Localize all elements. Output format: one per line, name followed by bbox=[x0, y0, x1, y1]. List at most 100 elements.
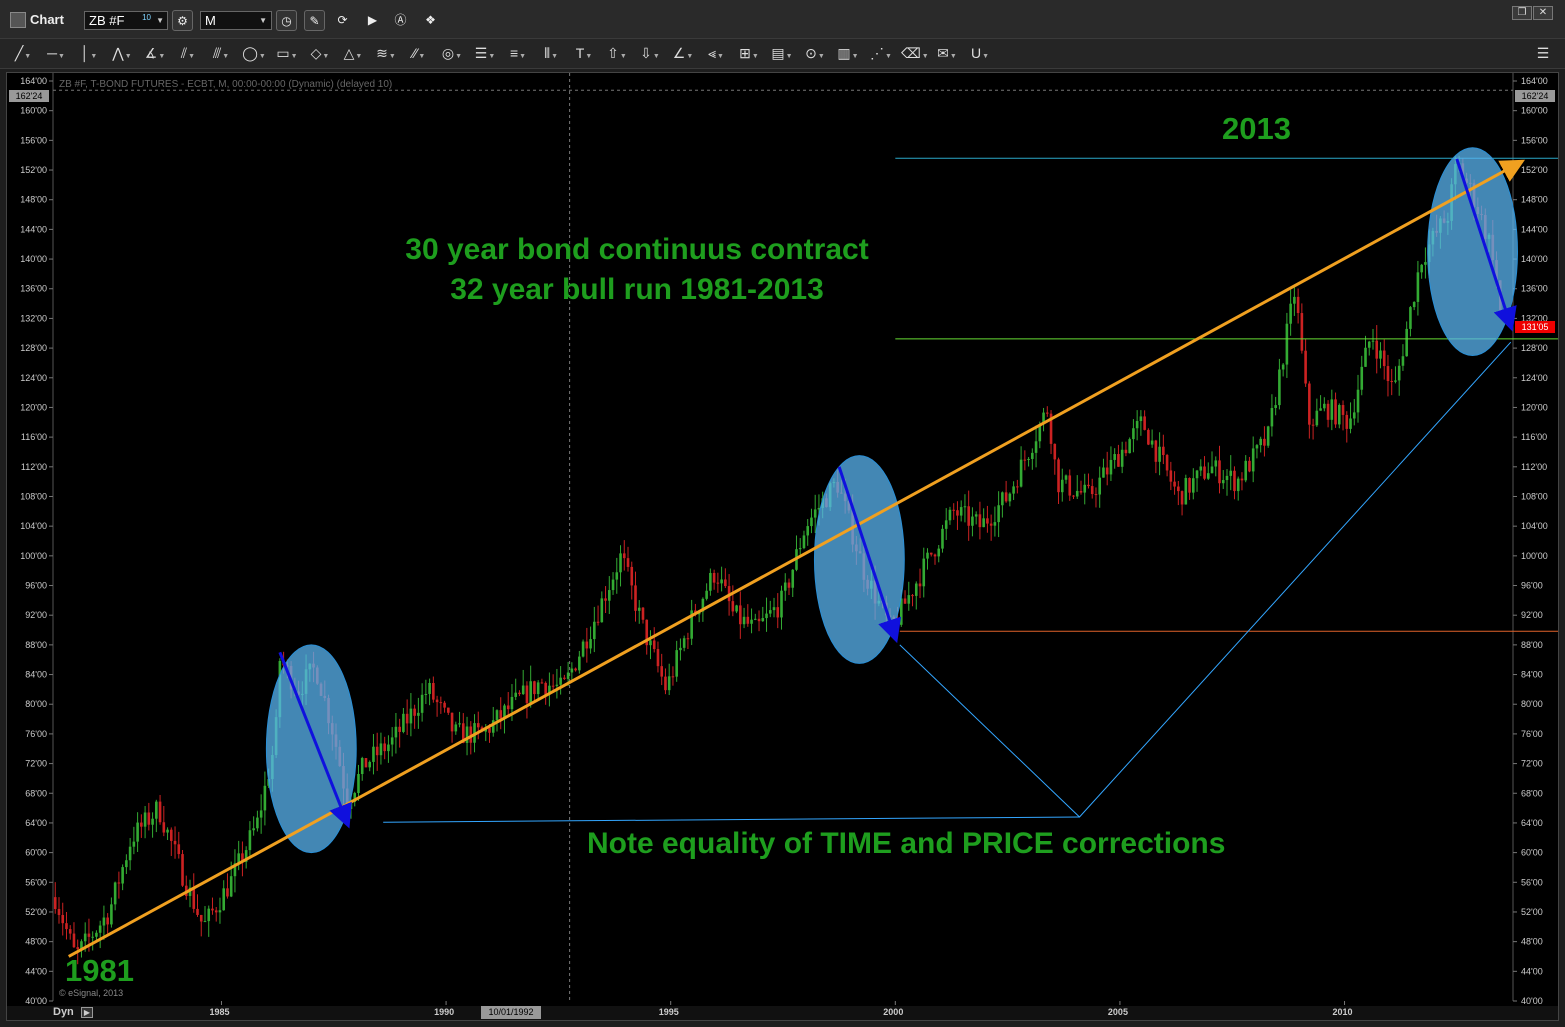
restore-button[interactable]: ❐ bbox=[1512, 6, 1532, 20]
diamond-tool-icon[interactable]: ◇▼ bbox=[310, 45, 330, 61]
horizontal-lines-tool-icon[interactable]: ☰▼ bbox=[474, 45, 496, 61]
alert-icon[interactable]: Ⓐ bbox=[394, 13, 407, 27]
candle-body bbox=[1244, 460, 1248, 481]
rectangle-tool-icon[interactable]: ▭▼ bbox=[276, 45, 298, 61]
toolbar-settings-icon[interactable]: ☰ bbox=[1536, 45, 1550, 61]
candle-body bbox=[192, 887, 196, 909]
candle-body bbox=[387, 744, 390, 752]
candle-body bbox=[1173, 481, 1176, 487]
candle-body bbox=[533, 681, 536, 695]
candle-body bbox=[1360, 366, 1364, 390]
y-tick-label-right: 152'00 bbox=[1521, 165, 1548, 175]
vertical-line-tool-icon[interactable]: │▼ bbox=[80, 45, 98, 61]
settings-gear-icon[interactable]: ⚙ bbox=[172, 10, 193, 31]
mob-tool-icon[interactable]: ▤▼ bbox=[771, 45, 793, 61]
candle-body bbox=[787, 582, 791, 588]
candle-body bbox=[1169, 470, 1173, 482]
candle-body bbox=[701, 598, 705, 612]
candle-body bbox=[1229, 470, 1233, 476]
pattern-tool-icon[interactable]: ⋰▼ bbox=[870, 45, 892, 61]
refresh-icon[interactable]: ⟳ bbox=[337, 13, 348, 27]
candle-body bbox=[1012, 486, 1015, 494]
candle-body bbox=[357, 774, 360, 794]
y-tick-label-right: 108'00 bbox=[1521, 491, 1548, 501]
candle-body bbox=[188, 887, 192, 896]
candle-body bbox=[229, 876, 233, 897]
magnet-tool-icon[interactable]: U▼ bbox=[970, 45, 990, 61]
y-tick-label-right: 116'00 bbox=[1521, 432, 1547, 442]
parallel-lines-tool-icon[interactable]: ⁄⁄▼ bbox=[412, 45, 426, 61]
candle-body bbox=[1379, 350, 1382, 359]
clock-icon[interactable]: ◷ bbox=[276, 10, 297, 31]
right-price-axis bbox=[1513, 73, 1558, 1005]
y-tick-label-left: 60'00 bbox=[25, 848, 47, 858]
candle-body bbox=[237, 853, 240, 864]
candle-body bbox=[1079, 490, 1083, 493]
candle-body bbox=[1420, 264, 1423, 273]
retracement-lines-tool-icon[interactable]: ≡▼ bbox=[509, 45, 527, 61]
comment-tool-icon[interactable]: ✉▼ bbox=[937, 45, 957, 61]
link-icon[interactable]: ❖ bbox=[425, 13, 436, 27]
candle-body bbox=[1401, 356, 1405, 366]
arrow-down-tool-icon[interactable]: ⇩▼ bbox=[640, 45, 660, 61]
candle-body bbox=[1225, 475, 1229, 481]
horizontal-line-tool-icon[interactable]: ─▼ bbox=[47, 45, 65, 61]
text-tool-icon[interactable]: T▼ bbox=[575, 45, 593, 61]
chevron-down-icon[interactable]: ▼ bbox=[259, 16, 267, 25]
correction-arrow bbox=[278, 651, 352, 829]
fib-fan-tool-icon[interactable]: ⪡▼ bbox=[708, 45, 724, 61]
y-tick-label-left: 124'00 bbox=[20, 373, 47, 383]
candle-body bbox=[1113, 454, 1116, 460]
candle-body bbox=[450, 712, 454, 732]
candle-body bbox=[581, 641, 585, 657]
triangle-tool-icon[interactable]: △▼ bbox=[343, 45, 363, 61]
pencil-icon[interactable]: ✎ bbox=[304, 10, 325, 31]
candle-body bbox=[1034, 441, 1038, 453]
candle-body bbox=[937, 548, 941, 557]
candle-body bbox=[1203, 466, 1206, 479]
vertical-lines-tool-icon[interactable]: ⦀▼ bbox=[543, 45, 559, 61]
scale-toggle-button[interactable]: ▶ bbox=[81, 1007, 93, 1018]
ellipse-tool-icon[interactable]: ◯▼ bbox=[242, 45, 266, 61]
angle-tool-icon[interactable]: ∠▼ bbox=[672, 45, 694, 61]
candle-body bbox=[607, 590, 611, 601]
gann-fan-tool-icon[interactable]: ⫻▼ bbox=[212, 45, 230, 61]
y-tick-label-left: 92'00 bbox=[25, 610, 47, 620]
candle-body bbox=[1143, 416, 1146, 430]
y-tick-label-right: 92'00 bbox=[1521, 610, 1543, 620]
zigzag-tool-icon[interactable]: ⋀▼ bbox=[112, 45, 132, 61]
price-chart[interactable]: 40'00 40'00 44'00 44'00 48'00 48'00 52'00 52'00… bbox=[7, 73, 1558, 1020]
candle-body bbox=[1132, 428, 1135, 440]
cursor-date-tag: 10/01/1992 bbox=[481, 1006, 541, 1019]
candle-body bbox=[903, 598, 907, 604]
symbol-input[interactable]: ZB #F 10 ▼ bbox=[84, 11, 168, 30]
candle-body bbox=[716, 582, 720, 584]
chevron-down-icon[interactable]: ▼ bbox=[156, 16, 164, 25]
cycle-tool-icon[interactable]: ⊙▼ bbox=[805, 45, 825, 61]
candle-body bbox=[525, 685, 529, 704]
grid-tool-icon[interactable]: ⊞▼ bbox=[739, 45, 759, 61]
overlays bbox=[68, 147, 1558, 958]
close-button[interactable]: ✕ bbox=[1533, 6, 1553, 20]
line-tool-icon[interactable]: ╱▼ bbox=[14, 45, 32, 61]
fan-tool-icon[interactable]: ∡▼ bbox=[144, 45, 166, 61]
channel-tool-icon[interactable]: ≋▼ bbox=[376, 45, 396, 61]
candle-body bbox=[705, 590, 708, 599]
candle-body bbox=[424, 693, 428, 695]
candle-body bbox=[199, 914, 203, 922]
candle-body bbox=[125, 860, 128, 868]
candle-body bbox=[372, 746, 375, 762]
y-tick-label-right: 48'00 bbox=[1521, 937, 1543, 947]
eraser-tool-icon[interactable]: ⌫▼ bbox=[901, 45, 929, 61]
candle-body bbox=[1259, 438, 1262, 446]
interval-select[interactable]: M ▼ bbox=[200, 11, 272, 30]
chart-area[interactable]: 40'00 40'00 44'00 44'00 48'00 48'00 52'00 52'00… bbox=[6, 72, 1559, 1021]
arrow-up-tool-icon[interactable]: ⇧▼ bbox=[607, 45, 627, 61]
pti-tool-icon[interactable]: ▥▼ bbox=[837, 45, 859, 61]
candle-body bbox=[1255, 445, 1259, 449]
play-icon[interactable]: ▶ bbox=[367, 13, 378, 27]
pitchfork-tool-icon[interactable]: ⫽▼ bbox=[180, 45, 196, 61]
candle-body bbox=[1386, 366, 1390, 382]
annotation-year-start: 1981 bbox=[65, 953, 134, 988]
circles-tool-icon[interactable]: ◎▼ bbox=[441, 45, 463, 61]
